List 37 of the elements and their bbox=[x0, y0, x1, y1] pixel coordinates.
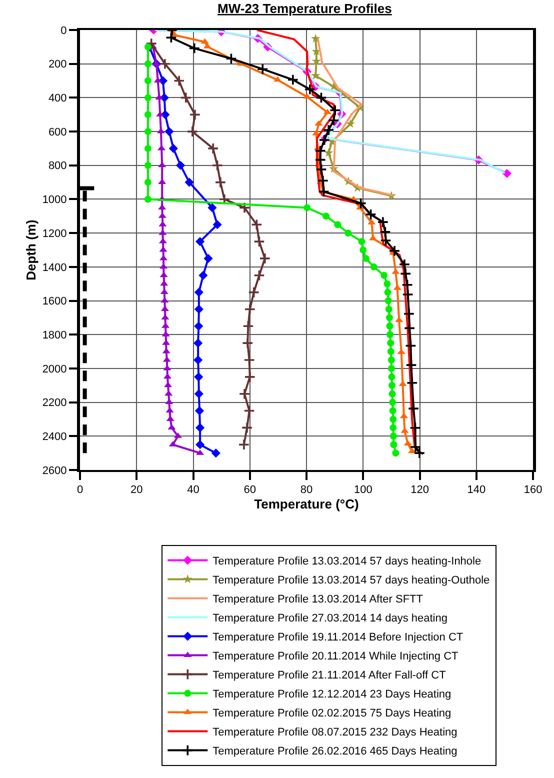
y-tick-label: 2600 bbox=[42, 464, 67, 477]
legend-label: Temperature Profile 13.03.2014 57 days heating-Outhole bbox=[212, 574, 490, 587]
legend-label: Temperature Profile 27.03.2014 14 days heating bbox=[212, 612, 448, 625]
y-tick-label: 2400 bbox=[42, 431, 67, 443]
legend-label: Temperature Profile 12.12.2014 23 Days Heating bbox=[212, 688, 452, 701]
x-axis-title: Temperature (°C) bbox=[254, 496, 359, 512]
x-tick-label: 120 bbox=[410, 484, 429, 496]
x-tick-label: 160 bbox=[524, 484, 542, 496]
y-axis-title: Depth (m) bbox=[23, 220, 38, 280]
legend-label: Temperature Profile 21.11.2014 After Fall-off CT bbox=[212, 670, 446, 682]
y-tick-label: 600 bbox=[48, 126, 67, 138]
y-tick-label: 0 bbox=[60, 24, 67, 37]
y-tick-label: 1600 bbox=[42, 296, 67, 308]
chart-title: MW-23 Temperature Profiles bbox=[218, 0, 392, 16]
y-tick-label: 400 bbox=[48, 92, 67, 105]
y-tick-label: 200 bbox=[48, 58, 67, 71]
y-tick-label: 2200 bbox=[42, 397, 67, 410]
legend-label: Temperature Profile 08.07.2015 232 Days Heating bbox=[212, 726, 458, 739]
legend-label: Temperature Profile 19.11.2014 Before Injection CT bbox=[212, 632, 464, 644]
y-tick-label: 1200 bbox=[42, 228, 67, 240]
y-tick-label: 1000 bbox=[42, 194, 67, 206]
legend-label: Temperature Profile 20.11.2014 While Injecting CT bbox=[212, 650, 459, 663]
x-tick-label: 0 bbox=[76, 484, 84, 496]
x-tick-label: 60 bbox=[244, 484, 256, 496]
y-tick-label: 1800 bbox=[42, 329, 67, 342]
x-tick-label: 20 bbox=[130, 484, 143, 496]
y-tick-label: 1400 bbox=[42, 262, 67, 274]
legend-label: Temperature Profile 26.02.2016 465 Days Heating bbox=[212, 746, 458, 758]
legend-label: Temperature Profile 13.03.2014 57 days heating-Inhole bbox=[212, 556, 482, 568]
y-tick-label: 800 bbox=[48, 160, 67, 172]
y-tick-label: 2000 bbox=[42, 363, 67, 376]
legend-label: Temperature Profile 13.03.2014 After SFTT bbox=[212, 594, 424, 606]
x-tick-label: 40 bbox=[187, 484, 200, 496]
x-tick-label: 140 bbox=[467, 484, 486, 496]
x-tick-label: 80 bbox=[300, 484, 313, 496]
legend-label: Temperature Profile 02.02.2015 75 Days Heating bbox=[212, 708, 452, 720]
x-tick-label: 100 bbox=[354, 484, 372, 496]
